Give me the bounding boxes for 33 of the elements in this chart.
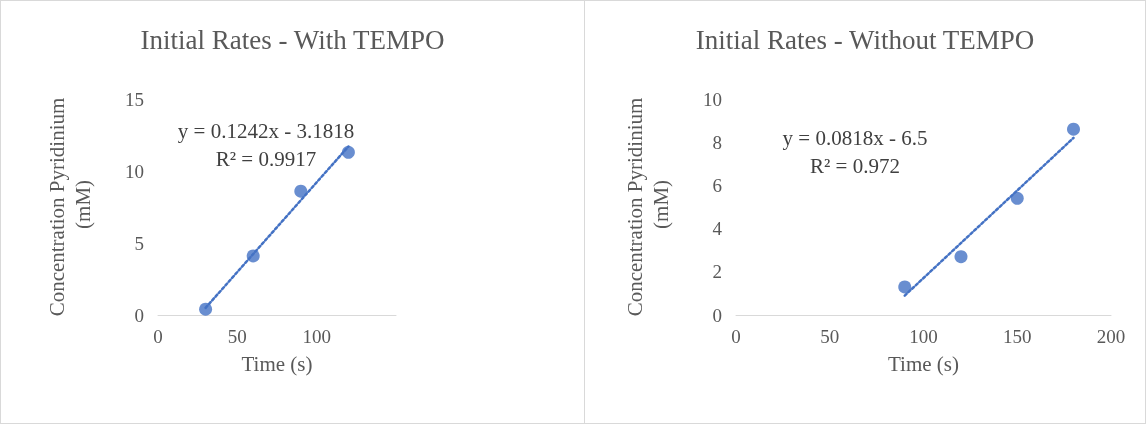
y-tick-label: 10 xyxy=(703,88,722,110)
y-tick-label: 8 xyxy=(712,131,722,153)
y-tick-label: 10 xyxy=(125,160,144,182)
y-tick-label: 2 xyxy=(712,261,722,283)
chart-title: Initial Rates - With TEMPO xyxy=(140,24,445,55)
point xyxy=(294,184,308,198)
x-tick-label: 200 xyxy=(1096,326,1126,347)
y-axis-title: Concentration Pyridinium (mM) xyxy=(45,97,95,317)
y-tick-label: 4 xyxy=(712,218,723,240)
point xyxy=(1067,122,1080,136)
point xyxy=(1010,191,1024,205)
annotation: R² = 0.9917 xyxy=(215,147,317,171)
x-tick-label: 0 xyxy=(153,326,163,347)
x-axis-title: Time (s) xyxy=(241,351,313,376)
y-tick-label: 0 xyxy=(712,304,722,326)
y-tick-label: 15 xyxy=(125,88,144,110)
annotation: R² = 0.972 xyxy=(810,154,900,178)
annotation: y = 0.1242x - 3.1818 xyxy=(177,119,355,143)
x-tick-label: 150 xyxy=(1003,326,1032,347)
chart-title: Initial Rates - Without TEMPO xyxy=(695,24,1035,55)
x-tick-label: 100 xyxy=(302,326,331,347)
x-tick-label: 100 xyxy=(909,326,938,347)
y-tick-label: 6 xyxy=(712,174,722,196)
y-axis-title: Concentration Pyridinium (mM) xyxy=(623,97,673,317)
point xyxy=(954,250,968,264)
annotation: y = 0.0818x - 6.5 xyxy=(782,126,928,150)
y-tick-label: 5 xyxy=(134,232,144,254)
point xyxy=(898,280,912,294)
x-tick-label: 50 xyxy=(820,326,840,347)
x-tick-label: 50 xyxy=(227,326,247,347)
x-axis-title: Time (s) xyxy=(888,351,959,376)
y-tick-label: 0 xyxy=(134,304,144,326)
x-tick-label: 0 xyxy=(731,326,741,347)
